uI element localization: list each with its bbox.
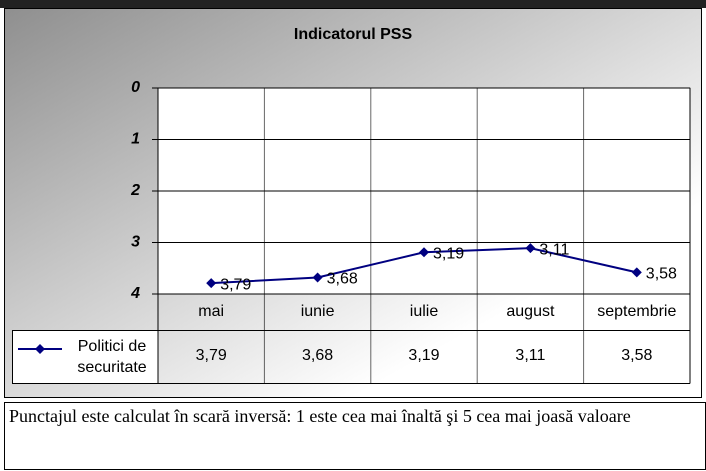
table-value: 3,19	[408, 347, 439, 364]
data-label: 3,11	[539, 241, 569, 258]
chart: Indicatorul PSS 0 1 2 3 4 mai iunie iulie august…	[0, 0, 706, 398]
legend-label: Politici de securitate	[77, 338, 147, 376]
x-tick-label: iunie	[301, 303, 335, 320]
data-label: 3,79	[220, 276, 251, 293]
y-tick-label: 1	[131, 131, 140, 148]
data-point	[419, 247, 429, 258]
x-tick-label: iulie	[410, 303, 439, 320]
table-value: 3,58	[621, 347, 652, 364]
data-point	[312, 272, 323, 283]
footer-note: Punctajul este calculat în scară inversă…	[4, 402, 706, 470]
x-tick-label: septembrie	[597, 303, 676, 320]
table-value: 3,11	[515, 347, 545, 364]
table-value: 3,68	[302, 347, 333, 364]
data-point	[631, 267, 642, 278]
y-tick-label: 3	[131, 234, 140, 251]
y-tick-label: 0	[131, 79, 140, 96]
data-label: 3,58	[646, 266, 677, 283]
chart-title: Indicatorul PSS	[294, 26, 413, 43]
top-bar	[0, 0, 706, 8]
y-tick-label: 4	[130, 285, 140, 302]
data-point	[206, 278, 217, 289]
data-label: 3,19	[433, 246, 464, 263]
x-tick-label: august	[506, 303, 555, 320]
table-value: 3,79	[196, 347, 227, 364]
x-tick-label: mai	[198, 303, 224, 320]
y-tick-label: 2	[130, 182, 140, 199]
data-label: 3,68	[327, 271, 358, 288]
legend-marker	[35, 344, 45, 354]
data-point	[525, 243, 536, 254]
